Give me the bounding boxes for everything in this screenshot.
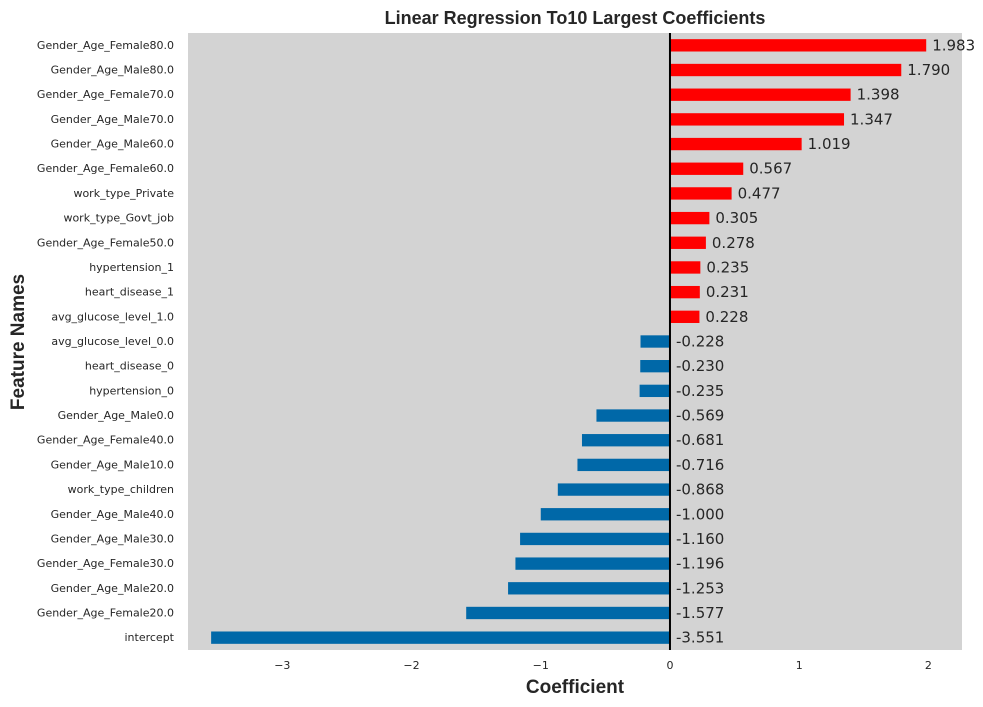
y-tick-label: avg_glucose_level_1.0 — [51, 310, 174, 323]
bars-group — [211, 39, 927, 644]
y-tick-label: intercept — [125, 631, 175, 644]
y-tick-label: Gender_Age_Female20.0 — [37, 606, 174, 619]
bar-value-label: -1.160 — [676, 530, 724, 548]
y-tick-label: Gender_Age_Female40.0 — [37, 434, 174, 447]
y-tick-label: Gender_Age_Female70.0 — [37, 88, 174, 101]
bar-value-label: 0.305 — [715, 209, 758, 227]
bar-value-label: 1.983 — [932, 36, 975, 54]
bar — [669, 261, 701, 274]
y-tick-label: heart_disease_0 — [85, 360, 174, 373]
chart-title: Linear Regression To10 Largest Coefficie… — [385, 8, 766, 28]
bar-value-label: 1.347 — [850, 110, 893, 128]
y-tick-labels-group: Gender_Age_Female80.0 Gender_Age_Male80.0… — [37, 39, 175, 644]
bar-value-label: -3.551 — [676, 629, 724, 647]
bar — [520, 532, 670, 546]
bar — [669, 236, 706, 249]
bar — [669, 162, 744, 175]
bar — [557, 483, 670, 496]
bar — [669, 310, 700, 323]
y-tick-label: work_type_Govt_job — [63, 212, 174, 225]
y-tick-label: heart_disease_1 — [85, 286, 174, 299]
y-tick-label: Gender_Age_Female80.0 — [37, 39, 174, 52]
bar — [669, 113, 845, 126]
y-tick-label: Gender_Age_Male80.0 — [51, 64, 174, 77]
y-tick-label: Gender_Age_Male30.0 — [51, 532, 174, 545]
y-axis-label: Feature Names — [8, 274, 29, 410]
x-axis-label: Coefficient — [526, 677, 625, 698]
bar-value-label: 1.019 — [808, 135, 851, 153]
y-tick-label: Gender_Age_Male60.0 — [51, 138, 174, 151]
bar — [639, 384, 670, 398]
bar-value-label: -1.253 — [676, 579, 724, 597]
y-tick-label: avg_glucose_level_0.0 — [51, 335, 174, 348]
x-tick-label: −2 — [403, 659, 419, 672]
bar — [577, 458, 670, 472]
bar — [669, 88, 851, 101]
bar-value-label: -0.228 — [676, 333, 724, 351]
bar-value-label: 0.235 — [706, 258, 749, 276]
bar — [581, 434, 670, 447]
y-tick-label: hypertension_0 — [89, 384, 174, 397]
x-tick-label: 1 — [796, 659, 803, 672]
bar — [669, 63, 902, 77]
bar-value-label: 1.398 — [857, 86, 900, 104]
x-tick-label: 2 — [925, 659, 932, 672]
bar-value-label: -0.868 — [676, 481, 724, 499]
bar — [669, 211, 710, 225]
bar-value-label: -0.230 — [676, 357, 724, 375]
y-tick-label: Gender_Age_Male70.0 — [51, 113, 174, 126]
x-tick-labels-group: −3 −2 −1 0 1 2 — [274, 659, 932, 672]
bar — [540, 508, 670, 521]
bar-value-label: -0.235 — [676, 382, 724, 400]
bar — [596, 409, 670, 422]
bar-value-label: -1.000 — [676, 505, 724, 523]
y-tick-label: Gender_Age_Male0.0 — [58, 409, 174, 422]
bar-value-label: 0.231 — [706, 283, 749, 301]
y-tick-label: Gender_Age_Female50.0 — [37, 236, 174, 249]
x-tick-label: −3 — [274, 659, 290, 672]
y-tick-label: Gender_Age_Male40.0 — [51, 508, 174, 521]
bar — [669, 137, 802, 151]
bar-value-label: 0.477 — [738, 184, 781, 202]
y-tick-label: Gender_Age_Female30.0 — [37, 557, 174, 570]
bar-value-label: 1.790 — [907, 61, 950, 79]
bar — [466, 606, 670, 620]
bar-value-label: -1.196 — [676, 555, 724, 573]
bar-value-label: -0.716 — [676, 456, 724, 474]
y-tick-label: work_type_Private — [73, 187, 174, 200]
bar-value-label: -0.569 — [676, 407, 724, 425]
bar — [211, 631, 670, 644]
y-tick-label: work_type_children — [68, 483, 174, 496]
bar — [515, 557, 670, 570]
bar — [669, 187, 732, 200]
y-tick-label: hypertension_1 — [89, 261, 174, 274]
bar-value-label: -0.681 — [676, 431, 724, 449]
bar — [640, 335, 670, 348]
bar — [508, 582, 670, 595]
bar — [669, 285, 700, 299]
y-tick-label: Gender_Age_Male10.0 — [51, 458, 174, 471]
bar-value-label: -1.577 — [676, 604, 724, 622]
bar-value-label: 0.228 — [705, 308, 748, 326]
y-tick-label: Gender_Age_Male20.0 — [51, 582, 174, 595]
bar-value-label: 0.567 — [749, 160, 792, 178]
y-tick-label: Gender_Age_Female60.0 — [37, 162, 174, 175]
bar — [640, 360, 670, 373]
bar — [669, 39, 927, 52]
x-tick-label: −1 — [533, 659, 549, 672]
x-tick-label: 0 — [666, 659, 673, 672]
bar-value-label: 0.278 — [712, 234, 755, 252]
plot-background — [188, 33, 962, 650]
value-labels-group: 1.983 1.790 1.398 1.347 1.019 0.567 0.477 0.305… — [676, 36, 975, 646]
